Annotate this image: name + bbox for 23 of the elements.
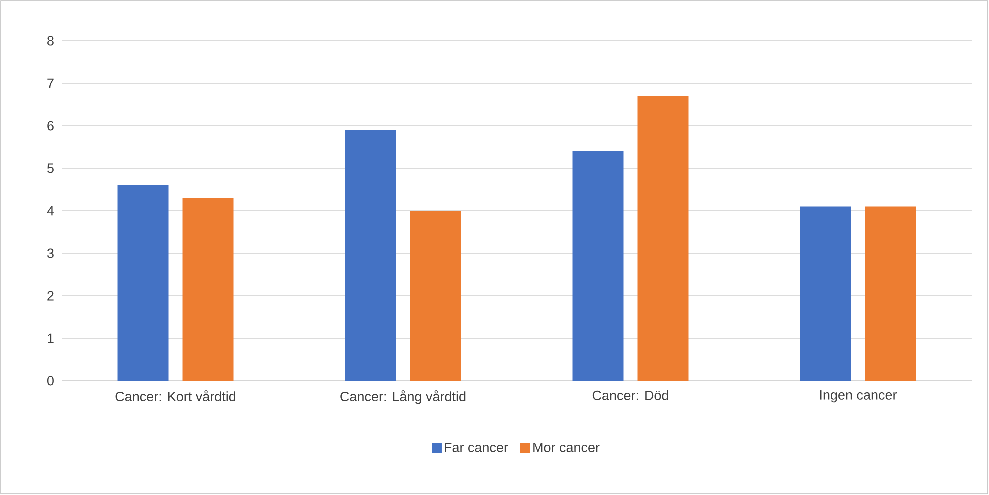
bar <box>182 198 234 381</box>
y-tick-label: 5 <box>48 164 54 174</box>
y-tick-label: 3 <box>47 248 54 258</box>
bar <box>638 96 689 381</box>
x-tick-label: Cancer: Död <box>592 390 668 400</box>
bar <box>410 210 462 381</box>
bar <box>800 206 852 381</box>
x-tick-label: Cancer: Lång vårdtid <box>340 390 466 404</box>
y-tick-label: 6 <box>48 121 54 131</box>
bar <box>865 206 916 381</box>
y-tick-label: 2 <box>48 291 54 301</box>
y-tick-label: 8 <box>48 36 54 46</box>
y-tick-label: 0 <box>48 376 54 386</box>
bar <box>345 130 396 381</box>
bar <box>118 185 169 381</box>
bar <box>572 152 624 381</box>
x-tick-label: Cancer: Kort vårdtid <box>116 390 236 402</box>
y-tick-label: 7 <box>48 78 54 88</box>
x-tick-label: Ingen cancer <box>820 390 898 403</box>
y-tick-label: 1 <box>48 334 54 344</box>
legend-label: Far cancer <box>445 442 508 452</box>
y-tick-label: 4 <box>47 206 54 216</box>
legend-label: Mor cancer <box>534 442 600 452</box>
